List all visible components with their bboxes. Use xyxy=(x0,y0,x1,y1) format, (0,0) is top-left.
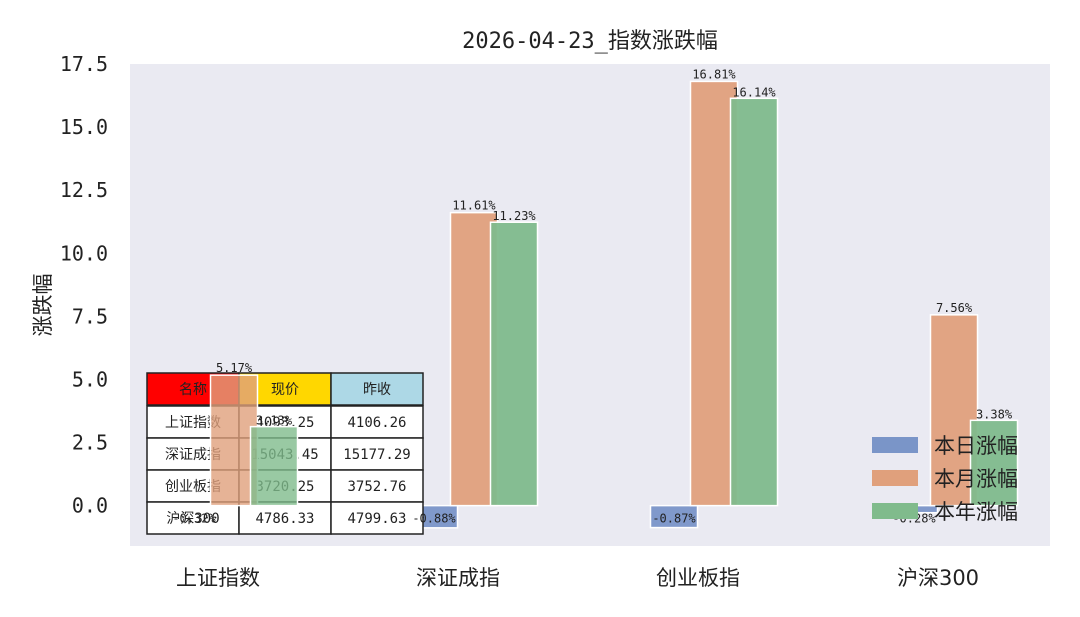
data-label: 11.61% xyxy=(452,199,496,213)
table-cell-text: 深证成指 xyxy=(165,447,221,463)
data-labels: -0.32%-0.88%-0.87%-0.28%5.17%11.61%16.81… xyxy=(172,67,1013,525)
y-tick-label: 0.0 xyxy=(72,494,108,518)
table-cell-text: 3752.76 xyxy=(347,479,406,495)
table-cell-text: 4786.33 xyxy=(255,511,314,527)
bar-overlay-2-1 xyxy=(209,374,259,507)
category-label: 上证指数 xyxy=(176,566,260,590)
table-cell xyxy=(146,501,240,535)
legend-label: 本月涨幅 xyxy=(934,467,1018,491)
bar-3-2 xyxy=(489,221,539,507)
table-cell xyxy=(330,501,424,535)
table-cell-text: 4799.63 xyxy=(347,511,406,527)
bar-1-3 xyxy=(649,504,699,529)
legend-swatch-3 xyxy=(872,503,918,519)
category-label: 沪深300 xyxy=(897,566,979,590)
category-label: 创业板指 xyxy=(656,566,740,590)
data-label: 3.38% xyxy=(976,407,1013,421)
y-tick-label: 7.5 xyxy=(72,304,108,328)
bar-3-3 xyxy=(729,97,779,507)
table-cell-text: 4106.26 xyxy=(347,415,406,431)
y-tick-label: 15.0 xyxy=(60,115,108,139)
chart-title: 2026-04-23_指数涨跌幅 xyxy=(462,29,718,54)
price-table: 名称现价昨收上证指数4093.254106.26深证成指15043.451517… xyxy=(146,372,424,535)
y-tick-label: 10.0 xyxy=(60,241,108,265)
table-cell-text: 沪深300 xyxy=(166,511,219,527)
legend-label: 本年涨幅 xyxy=(934,500,1018,524)
data-label: 5.17% xyxy=(216,361,253,375)
table-cell xyxy=(330,405,424,439)
data-label: 7.56% xyxy=(936,301,973,315)
y-tick-label: 12.5 xyxy=(60,178,108,202)
legend-swatch-2 xyxy=(872,470,918,486)
data-label: 16.81% xyxy=(692,67,736,81)
legend-label: 本日涨幅 xyxy=(934,434,1018,458)
data-label: 3.13% xyxy=(256,414,293,428)
table-header-cell xyxy=(330,372,424,406)
table-cell-text: 15177.29 xyxy=(343,447,410,463)
bar-overlay-3-1 xyxy=(249,425,299,507)
data-label: 16.14% xyxy=(732,85,776,99)
y-tick-label: 2.5 xyxy=(72,431,108,455)
table-cell-text: 创业板指 xyxy=(165,479,221,495)
y-ticks: 0.0 2.5 5.0 7.5 10.0 12.5 15.0 17.5 xyxy=(60,52,108,518)
bar-3-4 xyxy=(969,419,1019,507)
data-label: 11.23% xyxy=(492,209,536,223)
legend-swatch-1 xyxy=(872,437,918,453)
y-tick-label: 5.0 xyxy=(72,367,108,391)
table-header-text: 名称 xyxy=(179,382,207,398)
table-cell-text: 上证指数 xyxy=(165,415,221,431)
data-label: -0.32% xyxy=(172,512,216,526)
category-label: 深证成指 xyxy=(416,566,500,590)
data-label: -0.88% xyxy=(412,512,456,526)
category-labels: 上证指数 深证成指 创业板指 沪深300 xyxy=(176,566,979,590)
table-header-text: 现价 xyxy=(271,382,299,398)
table-header-text: 昨收 xyxy=(363,382,391,398)
y-tick-label: 17.5 xyxy=(60,52,108,76)
data-label: -0.87% xyxy=(652,512,696,526)
bar-2-4 xyxy=(929,314,979,507)
table-cell xyxy=(330,437,424,471)
y-axis-label: 涨跌幅 xyxy=(31,274,55,337)
